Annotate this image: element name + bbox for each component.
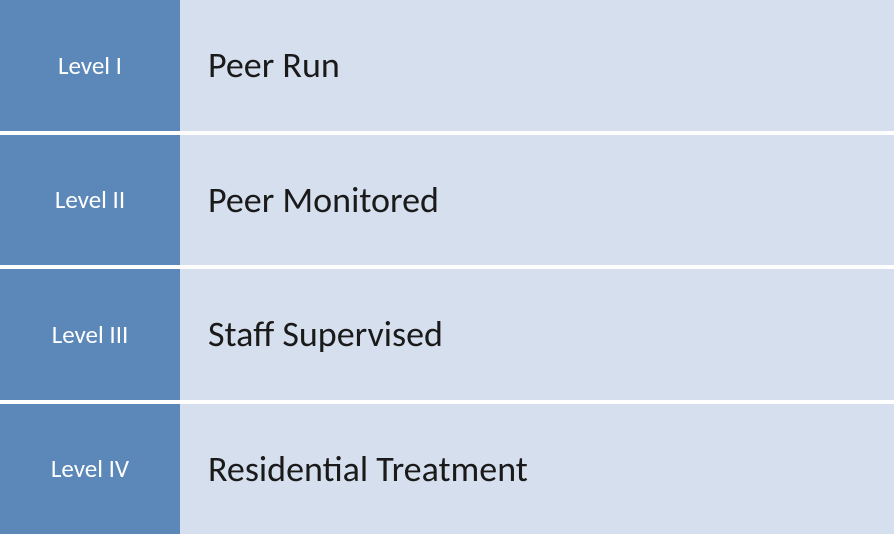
level-label: Level II xyxy=(55,184,125,215)
level-cell: Level IV xyxy=(0,404,180,534)
level-cell: Level I xyxy=(0,0,180,131)
description-text: Peer Run xyxy=(208,43,340,87)
description-cell: Residential Treatment xyxy=(180,404,894,534)
description-text: Staff Supervised xyxy=(208,312,443,356)
levels-table: Level I Peer Run Level II Peer Monitored… xyxy=(0,0,894,534)
description-text: Peer Monitored xyxy=(208,178,439,222)
description-cell: Staff Supervised xyxy=(180,269,894,400)
table-row: Level III Staff Supervised xyxy=(0,269,894,404)
table-row: Level I Peer Run xyxy=(0,0,894,135)
level-cell: Level II xyxy=(0,135,180,266)
table-row: Level IV Residential Treatment xyxy=(0,404,894,534)
table-row: Level II Peer Monitored xyxy=(0,135,894,270)
level-label: Level IV xyxy=(51,453,129,484)
level-label: Level III xyxy=(52,319,129,350)
description-cell: Peer Monitored xyxy=(180,135,894,266)
description-cell: Peer Run xyxy=(180,0,894,131)
description-text: Residential Treatment xyxy=(208,447,528,491)
level-label: Level I xyxy=(58,50,122,81)
level-cell: Level III xyxy=(0,269,180,400)
